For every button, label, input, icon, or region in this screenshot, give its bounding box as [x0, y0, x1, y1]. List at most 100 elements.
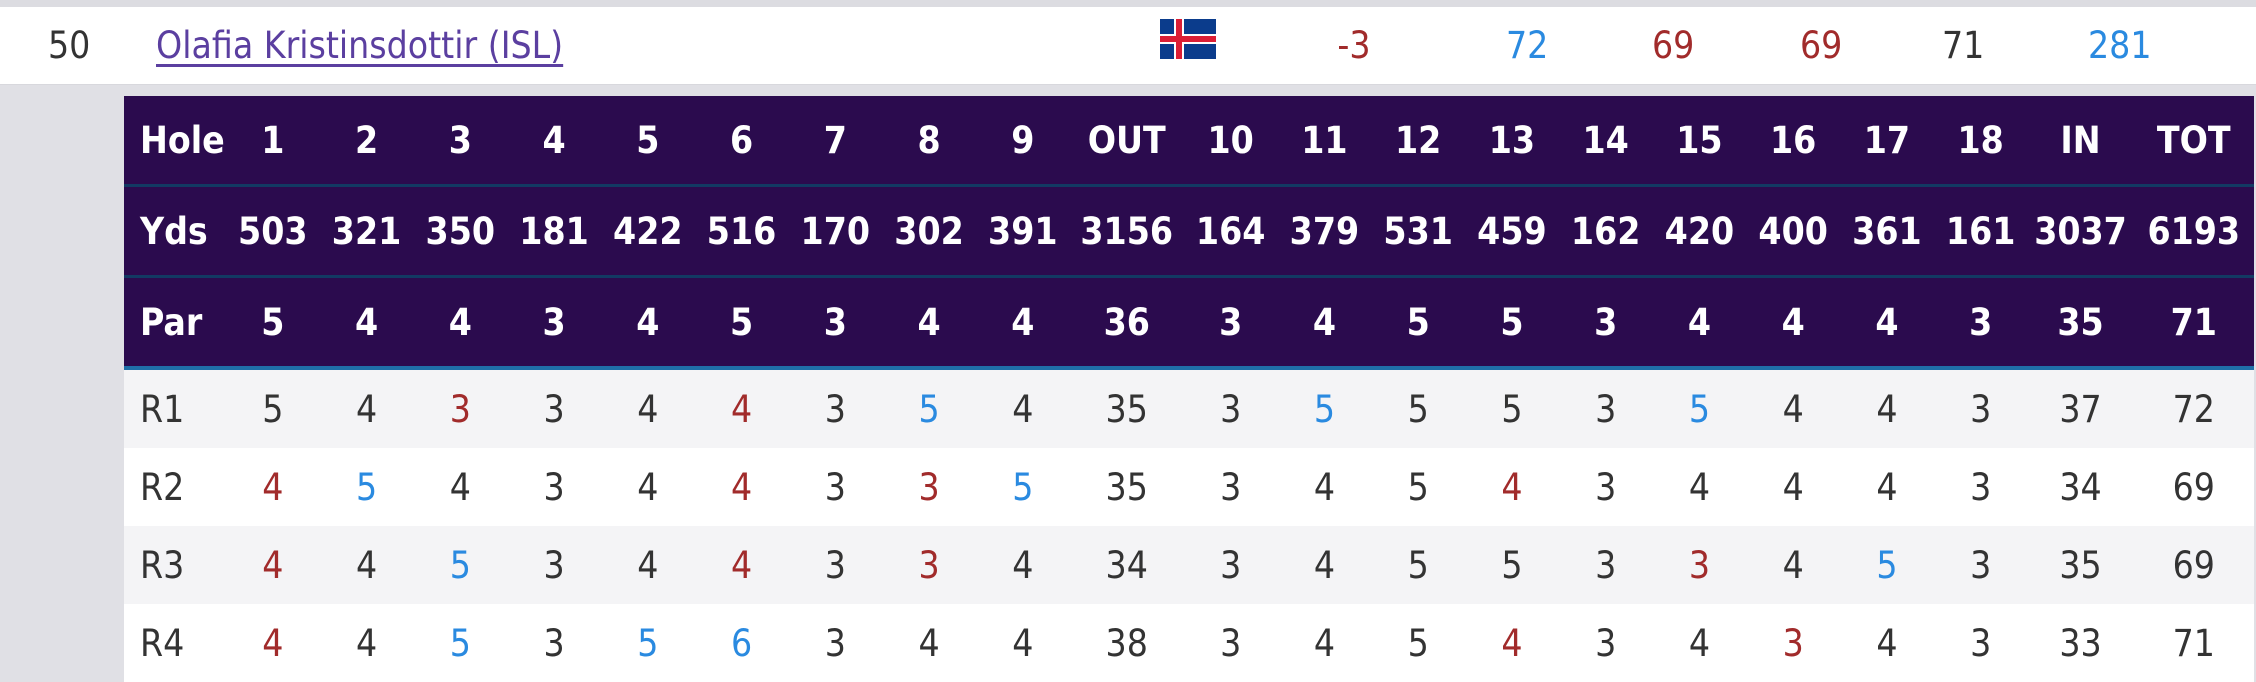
par-row-cell: 4 — [600, 276, 695, 370]
round-4-row-cell: 38 — [1069, 604, 1184, 682]
par-row-cell: 3 — [507, 276, 601, 370]
par-row-cell: 71 — [2133, 276, 2254, 370]
round-4-row-cell: 3 — [788, 604, 883, 682]
round-4-row-cell: 4 — [975, 604, 1070, 682]
yardage-row-cell: 302 — [882, 185, 976, 278]
player-row[interactable]: 50 Olafia Kristinsdottir (ISL) -3 72 69 … — [0, 7, 2256, 85]
round-4-row-cell: 5 — [413, 604, 508, 682]
round-3-row-cell: 3 — [1933, 526, 2028, 604]
yardage-row-cell: 459 — [1465, 185, 1559, 278]
round-3-row-cell: 4 — [225, 526, 320, 604]
round-3-row-cell: 5 — [1371, 526, 1466, 604]
yardage-row-cell: 6193 — [2133, 185, 2254, 278]
round-3-row-cell: 4 — [975, 526, 1070, 604]
par-row-cell: 4 — [1652, 276, 1747, 370]
par-row-cell: 5 — [1371, 276, 1466, 370]
round-4-row-cell: 71 — [2133, 604, 2254, 682]
round-2-row-cell: 5 — [319, 448, 414, 526]
player-round4-score: 71 — [1942, 24, 1985, 67]
round-1-row-cell: 4 — [600, 368, 695, 448]
round-3-row-cell: 4 — [1746, 526, 1841, 604]
round-2-row-cell: 34 — [2027, 448, 2134, 526]
hole-header-row-cell: IN — [2027, 96, 2134, 187]
par-row-cell: 3 — [1558, 276, 1653, 370]
round-3-row-cell: 3 — [1558, 526, 1653, 604]
hole-header-row-label: Hole — [124, 96, 226, 187]
yardage-row-cell: 503 — [225, 185, 320, 278]
round-1-row-cell: 4 — [1746, 368, 1841, 448]
round-2-row-cell: 4 — [1277, 448, 1372, 526]
round-1-row-cell: 3 — [1183, 368, 1278, 448]
hole-header-row-cell: 4 — [507, 96, 601, 187]
round-1-row-cell: 4 — [1840, 368, 1934, 448]
round-2-row-cell: 3 — [507, 448, 601, 526]
player-position: 50 — [48, 24, 91, 67]
round-2-row: R2 4 5 4 3 4 4 3 3 5 35 3 4 5 4 3 4 4 4 3 34 69 — [124, 448, 2254, 526]
round-2-row-cell: 5 — [975, 448, 1070, 526]
hole-header-row-cell: TOT — [2133, 96, 2254, 187]
yardage-row-cell: 350 — [413, 185, 508, 278]
par-row-cell: 3 — [1933, 276, 2028, 370]
round-4-row-cell: 33 — [2027, 604, 2134, 682]
par-row-cell: 4 — [413, 276, 508, 370]
par-row-cell: 36 — [1069, 276, 1184, 370]
par-row-cell: 5 — [694, 276, 789, 370]
round-2-row-cell: 3 — [1183, 448, 1278, 526]
round-1-row-cell: 72 — [2133, 368, 2254, 448]
round-4-row-cell: 4 — [1840, 604, 1934, 682]
round-3-row-label: R3 — [124, 526, 226, 604]
hole-header-row: Hole 1 2 3 4 5 6 7 8 9 OUT 10 11 12 13 14 15 16 17 18 IN TOT — [124, 96, 2254, 187]
hole-header-row-cell: 9 — [975, 96, 1070, 187]
round-4-row-cell: 6 — [694, 604, 789, 682]
hole-header-row-cell: 3 — [413, 96, 508, 187]
round-3-row-cell: 35 — [2027, 526, 2134, 604]
hole-header-row-cell: OUT — [1069, 96, 1184, 187]
round-2-row-cell: 4 — [1840, 448, 1934, 526]
yardage-row-cell: 422 — [600, 185, 695, 278]
par-row-cell: 4 — [1746, 276, 1841, 370]
hole-header-row-cell: 2 — [319, 96, 414, 187]
round-4-row-cell: 4 — [1652, 604, 1747, 682]
round-2-row-cell: 4 — [1465, 448, 1559, 526]
round-1-row-cell: 5 — [225, 368, 320, 448]
round-1-row: R1 5 4 3 3 4 4 3 5 4 35 3 5 5 5 3 5 4 4 3 37 72 — [124, 368, 2254, 448]
round-4-row-cell: 3 — [1183, 604, 1278, 682]
hole-header-row-cell: 10 — [1183, 96, 1278, 187]
par-row-cell: 4 — [1840, 276, 1934, 370]
hole-header-row-cell: 17 — [1840, 96, 1934, 187]
round-4-row-cell: 4 — [1465, 604, 1559, 682]
par-row-cell: 5 — [1465, 276, 1559, 370]
round-2-row-cell: 35 — [1069, 448, 1184, 526]
round-1-row-cell: 5 — [882, 368, 976, 448]
hole-header-row-cell: 8 — [882, 96, 976, 187]
round-4-row: R4 4 4 5 3 5 6 3 4 4 38 3 4 5 4 3 4 3 4 3 33 71 — [124, 604, 2254, 682]
hole-header-row-cell: 14 — [1558, 96, 1653, 187]
round-3-row-cell: 5 — [1465, 526, 1559, 604]
round-4-row-cell: 4 — [882, 604, 976, 682]
player-to-par: -3 — [1337, 24, 1371, 67]
round-4-row-cell: 3 — [1558, 604, 1653, 682]
yardage-row-label: Yds — [124, 185, 226, 278]
player-name-link[interactable]: Olafia Kristinsdottir (ISL) — [156, 24, 564, 67]
round-3-row-cell: 3 — [788, 526, 883, 604]
yardage-row-cell: 162 — [1558, 185, 1653, 278]
round-4-row-cell: 4 — [1277, 604, 1372, 682]
yardage-row-cell: 181 — [507, 185, 601, 278]
player-round1-score: 72 — [1506, 24, 1549, 67]
round-2-row-cell: 3 — [1933, 448, 2028, 526]
round-1-row-cell: 5 — [1277, 368, 1372, 448]
yardage-row-cell: 164 — [1183, 185, 1278, 278]
round-3-row-cell: 4 — [694, 526, 789, 604]
round-4-row-cell: 3 — [507, 604, 601, 682]
hole-header-row-cell: 6 — [694, 96, 789, 187]
round-1-row-cell: 5 — [1371, 368, 1466, 448]
par-row-cell: 5 — [225, 276, 320, 370]
player-round2-score: 69 — [1652, 24, 1695, 67]
round-4-row-cell: 3 — [1746, 604, 1841, 682]
yardage-row-cell: 161 — [1933, 185, 2028, 278]
hole-header-row-cell: 11 — [1277, 96, 1372, 187]
round-4-row-label: R4 — [124, 604, 226, 682]
player-round3-score: 69 — [1800, 24, 1843, 67]
round-3-row-cell: 69 — [2133, 526, 2254, 604]
round-2-row-cell: 4 — [600, 448, 695, 526]
